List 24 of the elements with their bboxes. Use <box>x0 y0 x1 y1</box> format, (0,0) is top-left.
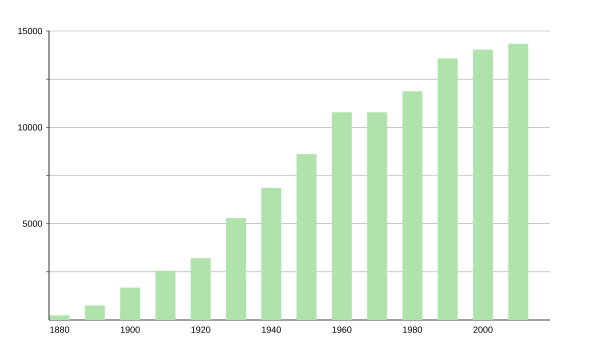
bar <box>120 288 140 320</box>
x-tick-label: 1880 <box>50 326 70 333</box>
bar <box>402 91 422 320</box>
bar <box>50 315 70 320</box>
bar <box>190 258 211 320</box>
bar <box>332 112 352 320</box>
y-tick-label: 15000 <box>18 28 42 34</box>
bar <box>472 50 493 320</box>
y-tick-label: 5000 <box>22 220 42 227</box>
bar <box>508 44 528 320</box>
y-tick-label: 10000 <box>18 124 42 131</box>
x-tick-label: 1920 <box>191 326 210 333</box>
bar <box>367 112 388 320</box>
bar <box>155 270 176 320</box>
x-tick-label: 1900 <box>120 326 140 333</box>
bar <box>438 58 458 320</box>
bar <box>261 188 282 320</box>
x-tick-label: 1980 <box>403 326 422 333</box>
bar <box>296 154 317 320</box>
bar <box>226 218 246 320</box>
x-tick-label: 2000 <box>473 326 493 333</box>
bar <box>84 305 105 320</box>
x-tick-label: 1960 <box>332 326 352 333</box>
x-tick-label: 1940 <box>262 326 281 333</box>
